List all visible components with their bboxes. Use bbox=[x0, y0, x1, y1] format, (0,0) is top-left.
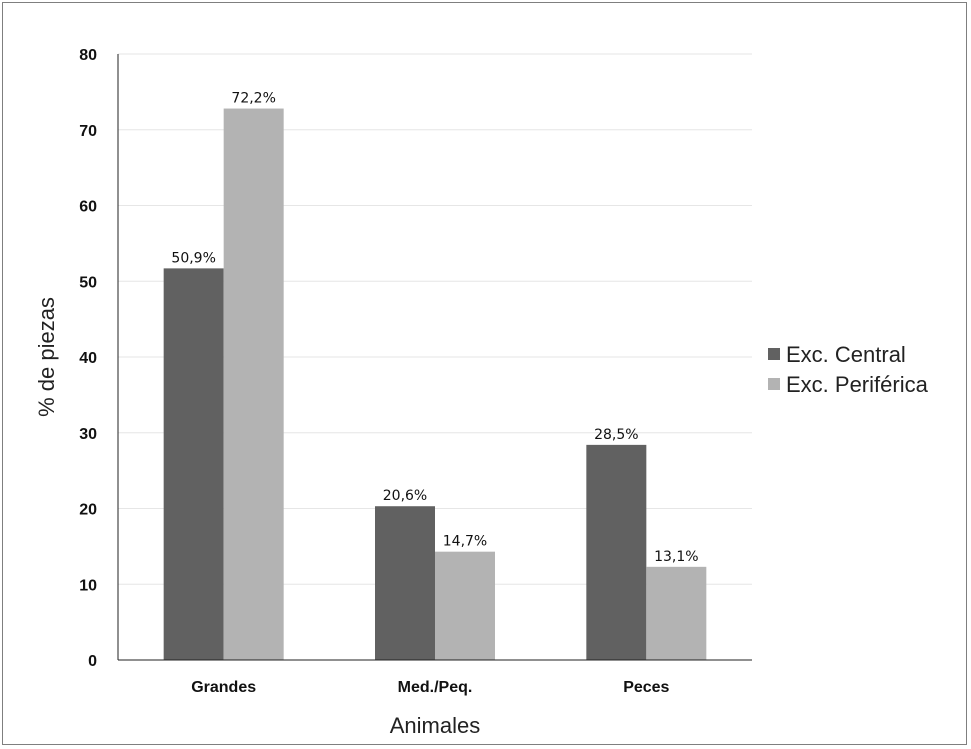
data-label: 72,2% bbox=[231, 91, 275, 107]
y-tick-label: 40 bbox=[79, 350, 97, 367]
legend: Exc. Central Exc. Periférica bbox=[768, 342, 929, 397]
y-tick-label: 20 bbox=[79, 502, 97, 519]
bar bbox=[223, 108, 284, 661]
bar bbox=[163, 268, 224, 660]
data-label: 20,6% bbox=[383, 488, 427, 504]
y-tick-label: 30 bbox=[79, 426, 97, 443]
axes bbox=[117, 54, 752, 661]
category-labels: Grandes Med./Peq. Peces bbox=[191, 679, 669, 696]
data-labels: 50,9% 72,2% 20,6% 14,7% 28,5% 13,1% bbox=[171, 91, 698, 565]
y-tick-label: 0 bbox=[88, 653, 97, 670]
y-tick-label: 50 bbox=[79, 274, 97, 291]
bars bbox=[163, 108, 707, 661]
y-axis-title: % de piezas bbox=[34, 297, 59, 417]
legend-swatch bbox=[768, 378, 780, 390]
legend-label: Exc. Central bbox=[786, 342, 906, 367]
bar bbox=[586, 444, 647, 660]
bar bbox=[646, 566, 707, 660]
data-label: 28,5% bbox=[594, 427, 638, 443]
legend-label: Exc. Periférica bbox=[786, 372, 929, 397]
bar bbox=[375, 506, 435, 660]
data-label: 14,7% bbox=[443, 534, 487, 550]
y-tick-label: 80 bbox=[79, 47, 97, 64]
data-label: 50,9% bbox=[171, 250, 215, 266]
y-tick-label: 70 bbox=[79, 123, 97, 140]
category-label: Med./Peq. bbox=[398, 679, 473, 696]
y-tick-label: 60 bbox=[79, 199, 97, 216]
y-tick-labels: 0 10 20 30 40 50 60 70 80 bbox=[79, 47, 97, 670]
data-label: 13,1% bbox=[654, 549, 698, 565]
y-tick-label: 10 bbox=[79, 577, 97, 594]
category-label: Peces bbox=[623, 679, 669, 696]
bar bbox=[435, 551, 495, 660]
legend-swatch bbox=[768, 348, 780, 360]
x-axis-title: Animales bbox=[390, 713, 480, 738]
category-label: Grandes bbox=[191, 679, 256, 696]
